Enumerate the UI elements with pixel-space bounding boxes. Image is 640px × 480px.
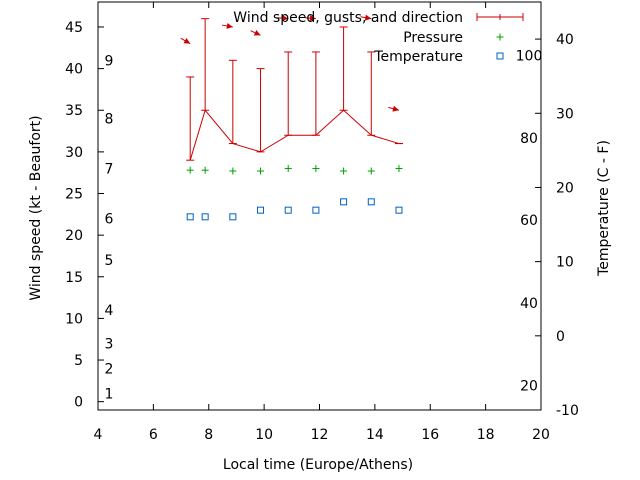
x-tick-label: 16 (421, 427, 439, 443)
wind-direction-arrow (360, 14, 372, 21)
fahrenheit-label: 20 (520, 379, 538, 395)
wind-direction-arrow (277, 15, 289, 22)
beaufort-label: 4 (105, 303, 114, 319)
temperature-point (312, 206, 320, 214)
temperature-point (284, 206, 292, 214)
arrow-head (392, 105, 399, 112)
temperature-point (367, 198, 375, 206)
y-tick-label: 40 (65, 62, 83, 78)
arrow-head (183, 38, 191, 44)
legend: Wind speed, gusts, and direction Pressure… (233, 10, 524, 65)
beaufort-label: 2 (105, 361, 114, 377)
pressure-point (367, 167, 375, 175)
y2-axis-label: Temperature (C - F) (596, 140, 612, 277)
arrow-head (226, 22, 233, 29)
y-tick-label: 25 (65, 187, 83, 203)
y2-tick-label: -10 (556, 403, 579, 419)
arrow-head (309, 15, 316, 22)
x-tick-label: 14 (366, 427, 384, 443)
y-tick-label: 20 (65, 228, 83, 244)
wind-direction-arrow (304, 15, 316, 22)
y-tick-label: 5 (74, 353, 83, 369)
wind-direction-arrow (250, 30, 261, 36)
legend-label: Temperature (373, 49, 463, 65)
y-tick-label: 30 (65, 145, 83, 161)
pressure-point (201, 166, 209, 174)
temperature-point (395, 206, 403, 214)
y-axis-label: Wind speed (kt - Beaufort) (28, 115, 44, 300)
legend-label: Pressure (403, 30, 463, 46)
pressure-point (395, 165, 403, 173)
temperature-point (229, 213, 237, 221)
pressure-point (284, 165, 292, 173)
x-tick-label: 12 (311, 427, 329, 443)
wind-direction-arrow (221, 22, 233, 29)
beaufort-label: 7 (105, 162, 114, 178)
arrow-head (364, 14, 372, 21)
y-tick-label: 35 (65, 103, 83, 119)
beaufort-label: 9 (105, 53, 114, 69)
fahrenheit-label: 40 (520, 296, 538, 312)
pressure-point (340, 167, 348, 175)
x-tick-label: 6 (149, 427, 158, 443)
x-axis-label: Local time (Europe/Athens) (223, 457, 413, 473)
plot-frame (97, 1, 542, 411)
legend-label: Wind speed, gusts, and direction (233, 10, 463, 26)
y-tick-label: 45 (65, 20, 83, 36)
beaufort-label: 1 (105, 386, 114, 402)
pressure-point (257, 167, 265, 175)
wind-direction-arrow (180, 37, 191, 45)
plot-area (180, 14, 403, 221)
x-tick-label: 20 (532, 427, 550, 443)
legend-temperature-mark (496, 52, 504, 60)
wind-direction-arrow (388, 105, 400, 112)
y-tick-label: 15 (65, 270, 83, 286)
axes: 4 6 8 10 12 14 16 18 20051015202530354045-100102… (65, 1, 579, 443)
fahrenheit-label: 100 (516, 48, 543, 64)
pressure-point (312, 165, 320, 173)
y2-tick-label: 20 (556, 180, 574, 196)
x-tick-label: 4 (94, 427, 103, 443)
fahrenheit-label: 60 (520, 213, 538, 229)
y-tick-label: 10 (65, 311, 83, 327)
y2-tick-label: 10 (556, 255, 574, 271)
temperature-point (201, 213, 209, 221)
y2-tick-label: 0 (556, 329, 565, 345)
temperature-point (257, 206, 265, 214)
y2-tick-label: 40 (556, 32, 574, 48)
x-tick-label: 10 (255, 427, 273, 443)
temperature-point (340, 198, 348, 206)
beaufort-label: 8 (105, 112, 114, 128)
x-tick-label: 8 (204, 427, 213, 443)
x-tick-label: 18 (477, 427, 495, 443)
beaufort-label: 5 (105, 253, 114, 269)
pressure-point (229, 167, 237, 175)
arrow-head (281, 15, 289, 22)
y2-tick-label: 30 (556, 106, 574, 122)
beaufort-label: 3 (105, 336, 114, 352)
fahrenheit-label: 80 (520, 131, 538, 147)
beaufort-label: 6 (105, 211, 114, 227)
y-tick-label: 0 (74, 395, 83, 411)
pressure-point (186, 166, 194, 174)
temperature-point (186, 213, 194, 221)
axis-labels: Local time (Europe/Athens) Wind speed (k… (28, 115, 612, 473)
arrow-head (253, 30, 261, 36)
